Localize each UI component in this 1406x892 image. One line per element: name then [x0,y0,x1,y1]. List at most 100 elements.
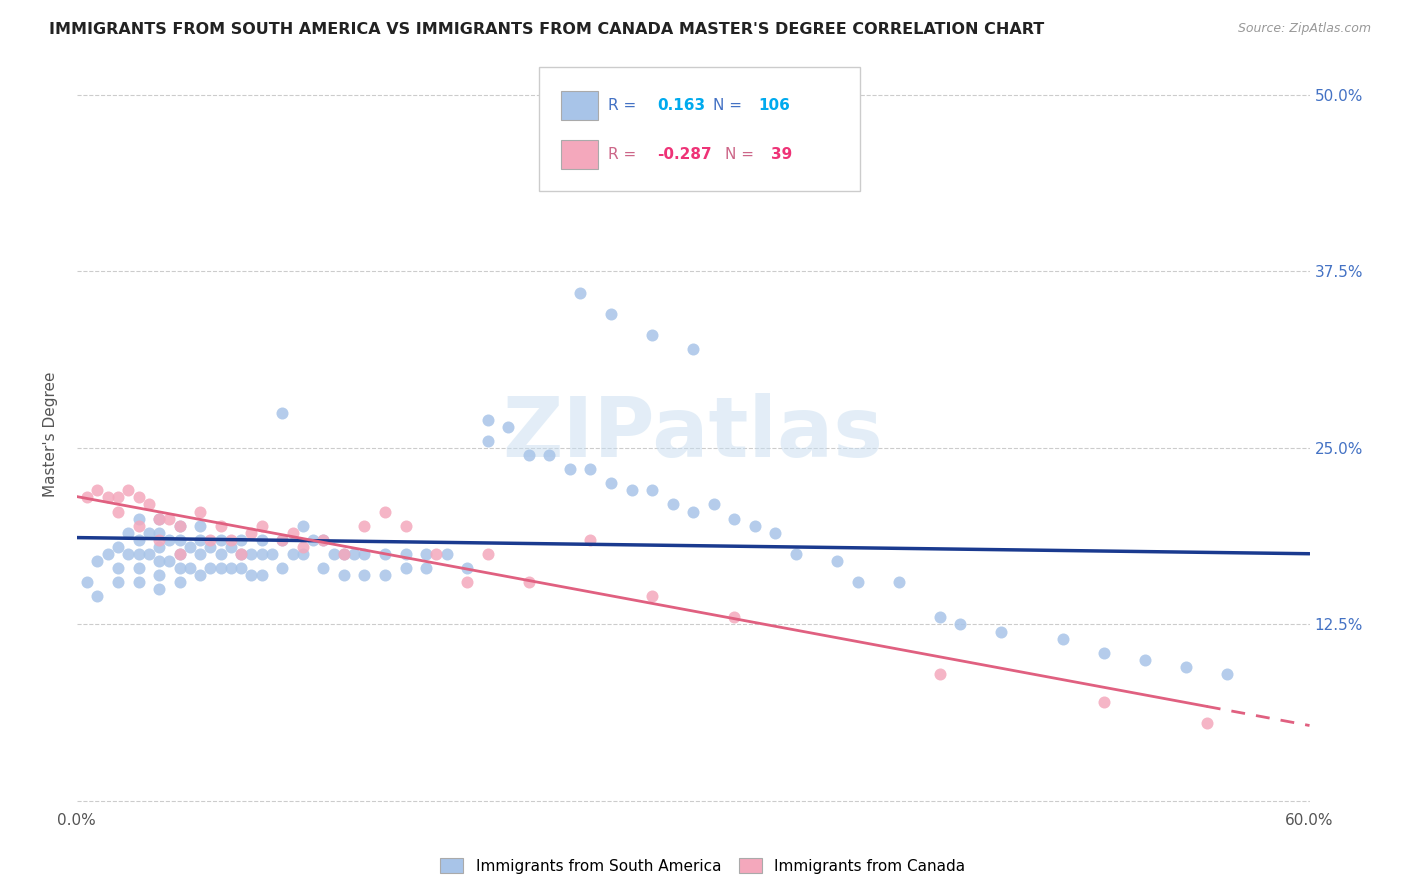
Point [703,498,725,512]
Point [148,511,170,525]
Point [76,491,98,505]
Point [682,342,704,356]
Point [333,547,356,561]
Point [138,525,160,540]
Point [148,540,170,554]
Point [579,533,602,547]
Point [271,561,294,575]
Point [661,498,683,512]
Point [157,554,180,568]
Point [825,554,848,568]
Point [394,547,416,561]
Point [271,533,294,547]
Point [148,533,170,547]
Point [169,561,191,575]
Point [620,483,643,498]
Bar [561,140,599,169]
Point [333,568,356,582]
Point [682,504,704,518]
Point [600,476,623,491]
Point [312,533,335,547]
Point [128,533,150,547]
Point [271,533,294,547]
Point [763,525,786,540]
Point [250,547,273,561]
Point [538,448,561,462]
Point [250,533,273,547]
Point [179,540,201,554]
Point [374,547,396,561]
Point [477,434,499,448]
Point [138,547,160,561]
Point [209,518,232,533]
Y-axis label: Master's Degree: Master's Degree [44,371,58,497]
Point [425,547,447,561]
Point [394,518,416,533]
Point [179,561,201,575]
Point [990,624,1012,639]
Point [1216,667,1239,681]
Point [148,582,170,597]
Bar [561,91,599,120]
Point [200,561,222,575]
Point [558,462,581,476]
Point [394,561,416,575]
Point [312,561,335,575]
Point [498,419,520,434]
Point [209,561,232,575]
Legend: Immigrants from South America, Immigrants from Canada: Immigrants from South America, Immigrant… [434,852,972,880]
Point [641,328,664,343]
Point [219,561,242,575]
Point [887,575,910,590]
Text: N =: N = [713,98,742,113]
Point [231,533,253,547]
Point [169,533,191,547]
Text: N =: N = [725,147,754,161]
Point [219,533,242,547]
Point [117,483,139,498]
Point [312,533,335,547]
Point [415,561,437,575]
Point [157,533,180,547]
Text: ZIPatlas: ZIPatlas [503,393,884,475]
Point [302,533,325,547]
Point [157,511,180,525]
Point [169,518,191,533]
Point [107,540,129,554]
Point [128,518,150,533]
Point [353,547,375,561]
Point [107,561,129,575]
Text: 106: 106 [758,98,790,113]
Point [333,547,356,561]
Point [641,589,664,603]
Point [209,547,232,561]
FancyBboxPatch shape [538,67,859,191]
Point [1133,653,1156,667]
Point [291,547,314,561]
Point [209,533,232,547]
Point [86,483,108,498]
Point [374,568,396,582]
Point [138,498,160,512]
Point [744,518,766,533]
Point [128,491,150,505]
Point [240,547,263,561]
Text: -0.287: -0.287 [658,147,711,161]
Point [260,547,283,561]
Text: 39: 39 [770,147,792,161]
Text: R =: R = [609,98,641,113]
Point [477,547,499,561]
Point [343,547,366,561]
Point [353,518,375,533]
Point [169,575,191,590]
Text: R =: R = [609,147,641,161]
Point [415,547,437,561]
Point [1092,646,1115,660]
Point [477,413,499,427]
Point [107,575,129,590]
Point [188,504,211,518]
Point [128,561,150,575]
Point [1175,660,1198,674]
Point [117,525,139,540]
Point [281,525,304,540]
